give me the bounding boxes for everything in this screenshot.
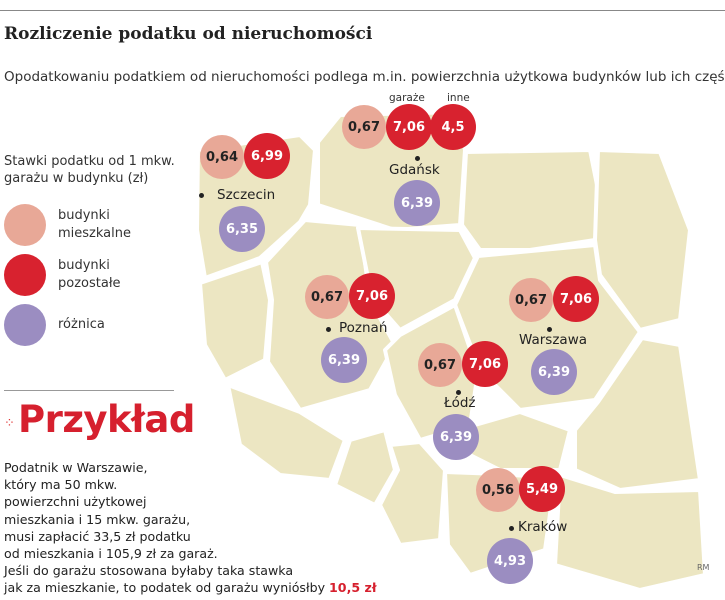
legend-swatch-residential — [4, 204, 46, 246]
region-podkarpackie — [553, 473, 707, 592]
krakow-name: Kraków — [518, 519, 568, 535]
lodz-difference-bubble: 6,39 — [433, 414, 479, 460]
szczecin-difference-bubble: 6,35 — [219, 206, 265, 252]
legend-label-difference: różnica — [58, 317, 105, 332]
gdansk-extra-bubble: 4,5 — [430, 104, 476, 150]
warszawa-marker — [547, 327, 552, 332]
warszawa-name: Warszawa — [519, 332, 588, 348]
region-warminsko-mazurskie — [460, 148, 602, 252]
page-title: Rozliczenie podatku od nieruchomości — [4, 24, 373, 44]
legend-item-residential: budynki mieszkalne — [4, 204, 204, 248]
region-slaskie — [378, 440, 447, 547]
krakow-difference-bubble: 4,93 — [487, 538, 533, 584]
legend-label-residential: budynki mieszkalne — [58, 208, 131, 241]
legend-title: Stawki podatku od 1 mkw. garażu w budynk… — [4, 153, 175, 187]
poznan-name: Poznań — [339, 320, 388, 336]
lodz-other-bubble: 7,06 — [462, 341, 508, 387]
top-rule — [0, 10, 725, 11]
warszawa-difference-bubble: 6,39 — [531, 349, 577, 395]
krakow-residential-bubble: 0,56 — [476, 468, 520, 512]
region-dolnoslaskie — [226, 383, 347, 482]
warszawa-residential-bubble: 0,67 — [509, 278, 553, 322]
example-text: Podatnik w Warszawie, który ma 50 mkw. p… — [4, 460, 377, 596]
krakow-other-bubble: 5,49 — [519, 466, 565, 512]
legend-item-other: budynki pozostałe — [4, 254, 204, 298]
gdansk-residential-bubble: 0,67 — [342, 105, 386, 149]
lodz-name: Łódź — [444, 395, 476, 411]
gdansk-marker — [415, 156, 420, 161]
example-arrow-icon: ⁘ — [4, 416, 15, 431]
legend-title-line2: garażu w budynku (zł) — [4, 171, 149, 186]
legend-swatch-other — [4, 254, 46, 296]
poznan-residential-bubble: 0,67 — [305, 275, 349, 319]
example-highlight: 10,5 zł — [329, 580, 377, 596]
label-other: inne — [447, 92, 470, 104]
poznan-other-bubble: 7,06 — [349, 273, 395, 319]
legend-title-line1: Stawki podatku od 1 mkw. — [4, 154, 175, 169]
lodz-marker — [456, 390, 461, 395]
region-swietokrzyskie — [468, 410, 572, 472]
poznan-difference-bubble: 6,39 — [321, 337, 367, 383]
example-separator — [4, 390, 174, 391]
szczecin-name: Szczecin — [217, 187, 276, 203]
gdansk-name: Gdańsk — [389, 162, 440, 178]
label-garages: garaże — [389, 92, 425, 104]
legend-swatch-difference — [4, 304, 46, 346]
legend-item-difference: różnica — [4, 304, 204, 348]
credit: RM — [697, 563, 710, 572]
example-heading: Przykład — [18, 398, 195, 441]
lodz-residential-bubble: 0,67 — [418, 343, 462, 387]
szczecin-other-bubble: 6,99 — [244, 133, 290, 179]
szczecin-marker — [199, 193, 204, 198]
region-lubelskie — [573, 336, 702, 492]
legend-label-other: budynki pozostałe — [58, 258, 121, 291]
gdansk-difference-bubble: 6,39 — [394, 180, 440, 226]
page-subtitle: Opodatkowaniu podatkiem od nieruchomości… — [4, 69, 725, 85]
krakow-marker — [509, 526, 514, 531]
gdansk-other-bubble: 7,06 — [386, 104, 432, 150]
region-opolskie — [333, 428, 397, 507]
warszawa-other-bubble: 7,06 — [553, 276, 599, 322]
szczecin-residential-bubble: 0,64 — [200, 135, 244, 179]
poznan-marker — [326, 327, 331, 332]
region-lubuskie — [198, 260, 272, 382]
